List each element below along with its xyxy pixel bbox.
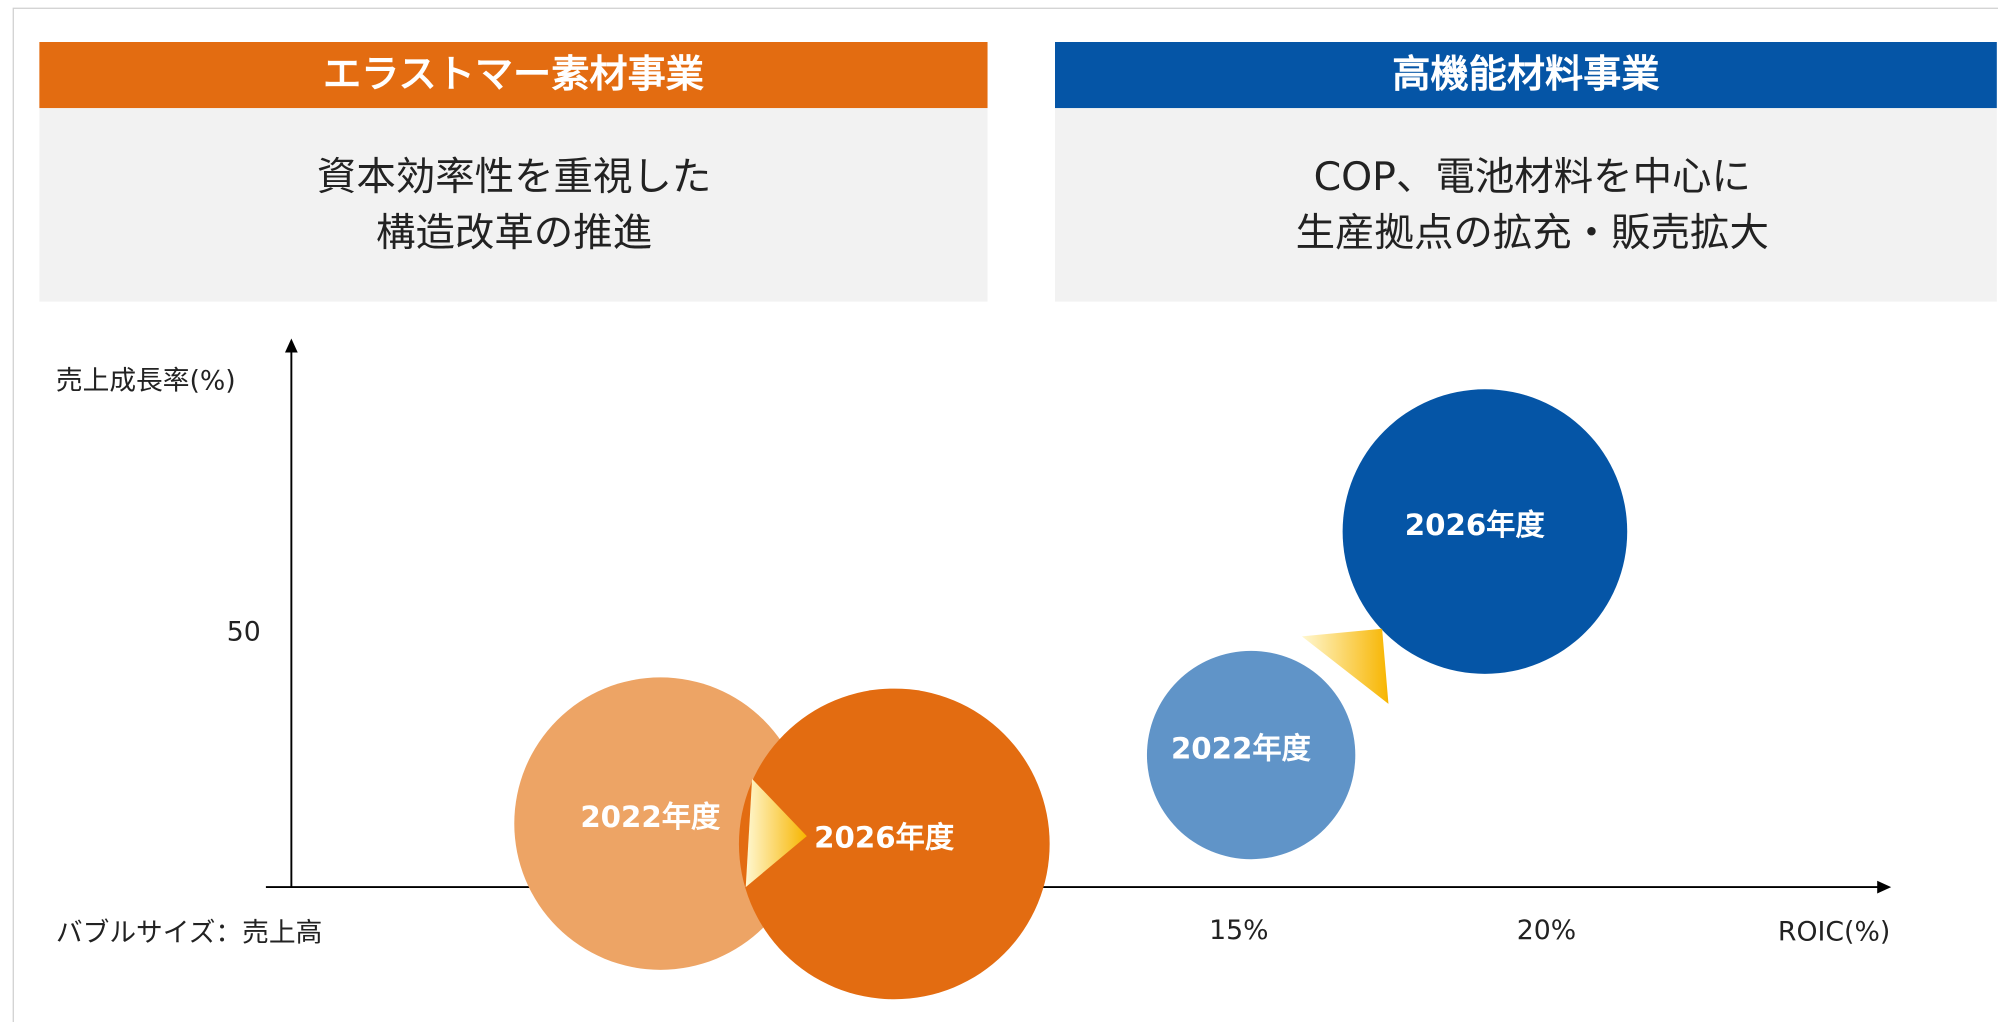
progress-arrow: [1301, 628, 1389, 704]
panel-header: [39, 42, 988, 109]
bubble: [1342, 389, 1628, 674]
bubble-label: 2026年度: [1405, 508, 1546, 542]
x-axis-label: ROIC(%): [1778, 916, 1890, 947]
bubble: [514, 677, 807, 970]
frame: [12, 7, 1998, 1022]
bubble-label: 2022年度: [1171, 731, 1312, 765]
panel-header: [1055, 42, 1997, 109]
bubble-label: 2022年度: [580, 800, 721, 834]
axes: 売上成長率(%) ROIC(%) バブルサイズ：売上高: [56, 338, 1892, 949]
panel-title: 高機能材料事業: [1392, 53, 1659, 97]
panel-title: エラストマー素材事業: [323, 53, 704, 97]
panel-body: [1055, 108, 1997, 302]
bubble-label: 2026年度: [814, 820, 955, 854]
size-legend: バブルサイズ：売上高: [56, 918, 322, 949]
progress-arrow: [745, 778, 807, 888]
panel-description: COP、電池材料を中心に: [1314, 154, 1751, 200]
y-axis-arrow: [285, 338, 298, 353]
y-axis-label: 売上成長率(%): [56, 365, 236, 396]
x-tick-label: 15%: [1209, 915, 1268, 946]
panel-body: [39, 108, 988, 302]
panel-description: 資本効率性を重視した: [317, 154, 711, 200]
y-tick-label: 50: [227, 617, 261, 648]
panel-description: 構造改革の推進: [376, 210, 652, 256]
panel-description: 生産拠点の拡充・販売拡大: [1296, 210, 1769, 256]
x-axis-arrow: [1877, 880, 1892, 894]
bubble: [738, 688, 1050, 1000]
bubble: [1146, 650, 1356, 860]
x-tick-label: 20%: [1517, 915, 1576, 946]
